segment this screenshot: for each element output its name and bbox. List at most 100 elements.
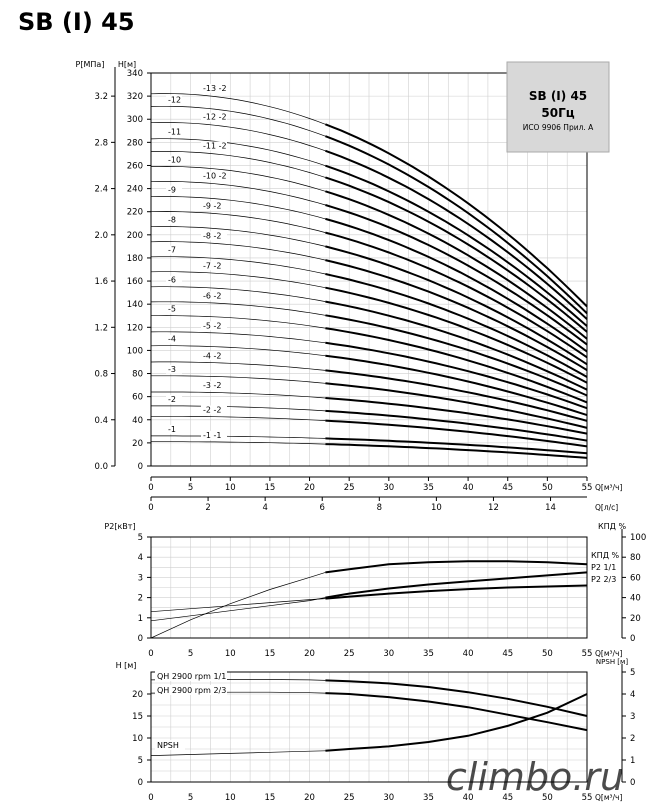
efficiency-tick-label: 80	[630, 553, 641, 563]
pressure-tick-label: 1.2	[94, 323, 108, 333]
head-curve-thin	[150, 93, 326, 125]
power-q-tick-label: 5	[188, 649, 193, 659]
curve-label-bg	[166, 424, 182, 434]
npsh-q-tick-label: 40	[463, 793, 474, 803]
power-tick-label: 4	[138, 553, 143, 563]
stage-label-bg	[155, 740, 185, 750]
head-curve-bold	[325, 341, 588, 410]
power-series-curve-thin	[150, 572, 326, 639]
head-h-tick-label: 20	[132, 439, 143, 449]
efficiency-tick-label: 20	[630, 614, 641, 624]
head-curve-bold	[325, 245, 588, 366]
head-curve-bold	[325, 382, 588, 429]
head-h-tick-label: 0	[138, 462, 143, 472]
stage-series-label: QH 2900 rpm 2/3	[157, 686, 226, 695]
head-curve-bold	[325, 419, 588, 448]
text-layer: 0204060801001201401601802002202402602803…	[76, 60, 647, 803]
stage-series-thin	[150, 750, 326, 756]
curve-label-bg	[166, 394, 182, 404]
head-curve-thin	[150, 226, 326, 247]
q-tick-label: 25	[344, 483, 355, 493]
curve-layer	[150, 93, 588, 756]
head-curve-thin	[151, 405, 326, 412]
q-tick-label: 5	[188, 483, 193, 493]
power-q-tick-label: 10	[225, 649, 236, 659]
head-curve-bold	[325, 123, 588, 308]
head-h-tick-label: 120	[127, 323, 143, 333]
head-curve-thin	[150, 361, 326, 371]
head-curve-thin	[151, 315, 326, 329]
curve-label: -5	[168, 305, 176, 314]
stage-series-bold	[325, 692, 588, 732]
stage-series-bold	[325, 693, 588, 752]
head-curve-bold	[325, 286, 588, 384]
curve-label: -11	[168, 128, 181, 137]
curve-label-bg	[201, 171, 227, 181]
head-curve-thin	[150, 286, 326, 302]
curve-label-bg	[201, 405, 227, 415]
ls-axis-label: Q[л/с]	[595, 503, 618, 512]
q-tick-label: 10	[225, 483, 236, 493]
head-curve-bold	[325, 443, 588, 459]
head-curve-bold	[325, 369, 588, 422]
npsh-q-tick-label: 20	[304, 793, 315, 803]
q-tick-label: 50	[542, 483, 553, 493]
curve-label: -3	[168, 365, 176, 374]
head-h-tick-label: 260	[127, 161, 143, 171]
ls-tick-label: 0	[148, 503, 153, 513]
power-tick-label: 2	[138, 594, 143, 604]
head-curve-bold	[325, 327, 588, 404]
npsh-q-tick-label: 0	[148, 793, 153, 803]
q-tick-label: 0	[148, 483, 153, 493]
npsh-tick-label: 5	[630, 668, 635, 678]
head-curve-bold	[325, 273, 588, 378]
curve-label: -12 -2	[203, 113, 227, 122]
head-curve-thin	[150, 211, 326, 233]
curve-label: -4 -2	[203, 351, 222, 360]
power-tick-label: 1	[138, 614, 143, 624]
head-curve-thin	[150, 122, 326, 152]
curve-label-bg	[166, 155, 182, 165]
power-series-curve-bold	[325, 571, 588, 599]
head-curve-bold	[325, 259, 588, 371]
stage-label-bg	[155, 685, 227, 695]
npsh-q-tick-label: 50	[542, 793, 553, 803]
head-h-tick-label: 140	[127, 300, 143, 310]
npsh-q-tick-label: 25	[344, 793, 355, 803]
power-q-tick-label: 15	[264, 649, 275, 659]
power-q-tick-label: 0	[148, 649, 153, 659]
page-title: SB (I) 45	[18, 8, 135, 36]
stage-series-label: NPSH	[157, 741, 179, 750]
npsh-plot-frame	[150, 671, 588, 783]
efficiency-tick-label: 100	[630, 533, 646, 543]
power-series-curve-bold	[325, 560, 588, 574]
power-series-label: КПД %	[591, 551, 619, 560]
efficiency-tick-label: 60	[630, 573, 641, 583]
head-curve-bold	[325, 300, 588, 391]
ls-tick-label: 8	[377, 503, 382, 513]
head-h-tick-label: 220	[127, 208, 143, 218]
head-curve-bold	[325, 354, 588, 417]
curve-label-bg	[166, 215, 182, 225]
head-curve-thin	[150, 151, 326, 178]
curve-label-bg	[166, 245, 182, 255]
curve-label: -6	[168, 276, 176, 285]
curve-label-bg	[166, 334, 182, 344]
curve-label-bg	[201, 141, 227, 151]
q-tick-label: 55	[582, 483, 593, 493]
npsh-tick-label: 1	[630, 756, 635, 766]
curve-label: -8 -2	[203, 231, 222, 240]
curve-label-bg	[201, 112, 227, 122]
stage-label-bg	[155, 671, 227, 681]
head-axis-label: H[м]	[118, 60, 136, 69]
curve-label-bg	[166, 127, 182, 137]
stage-head-tick-label: 10	[132, 734, 143, 744]
head-curve-bold	[325, 164, 588, 327]
head-curve-thin	[150, 301, 326, 316]
stage-head-tick-label: 5	[138, 756, 143, 766]
q-tick-label: 35	[423, 483, 434, 493]
curve-label: -5 -2	[203, 321, 222, 330]
q-tick-label: 20	[304, 483, 315, 493]
watermark-text: climbo.ru	[446, 755, 624, 799]
curve-label: -10	[168, 155, 181, 164]
